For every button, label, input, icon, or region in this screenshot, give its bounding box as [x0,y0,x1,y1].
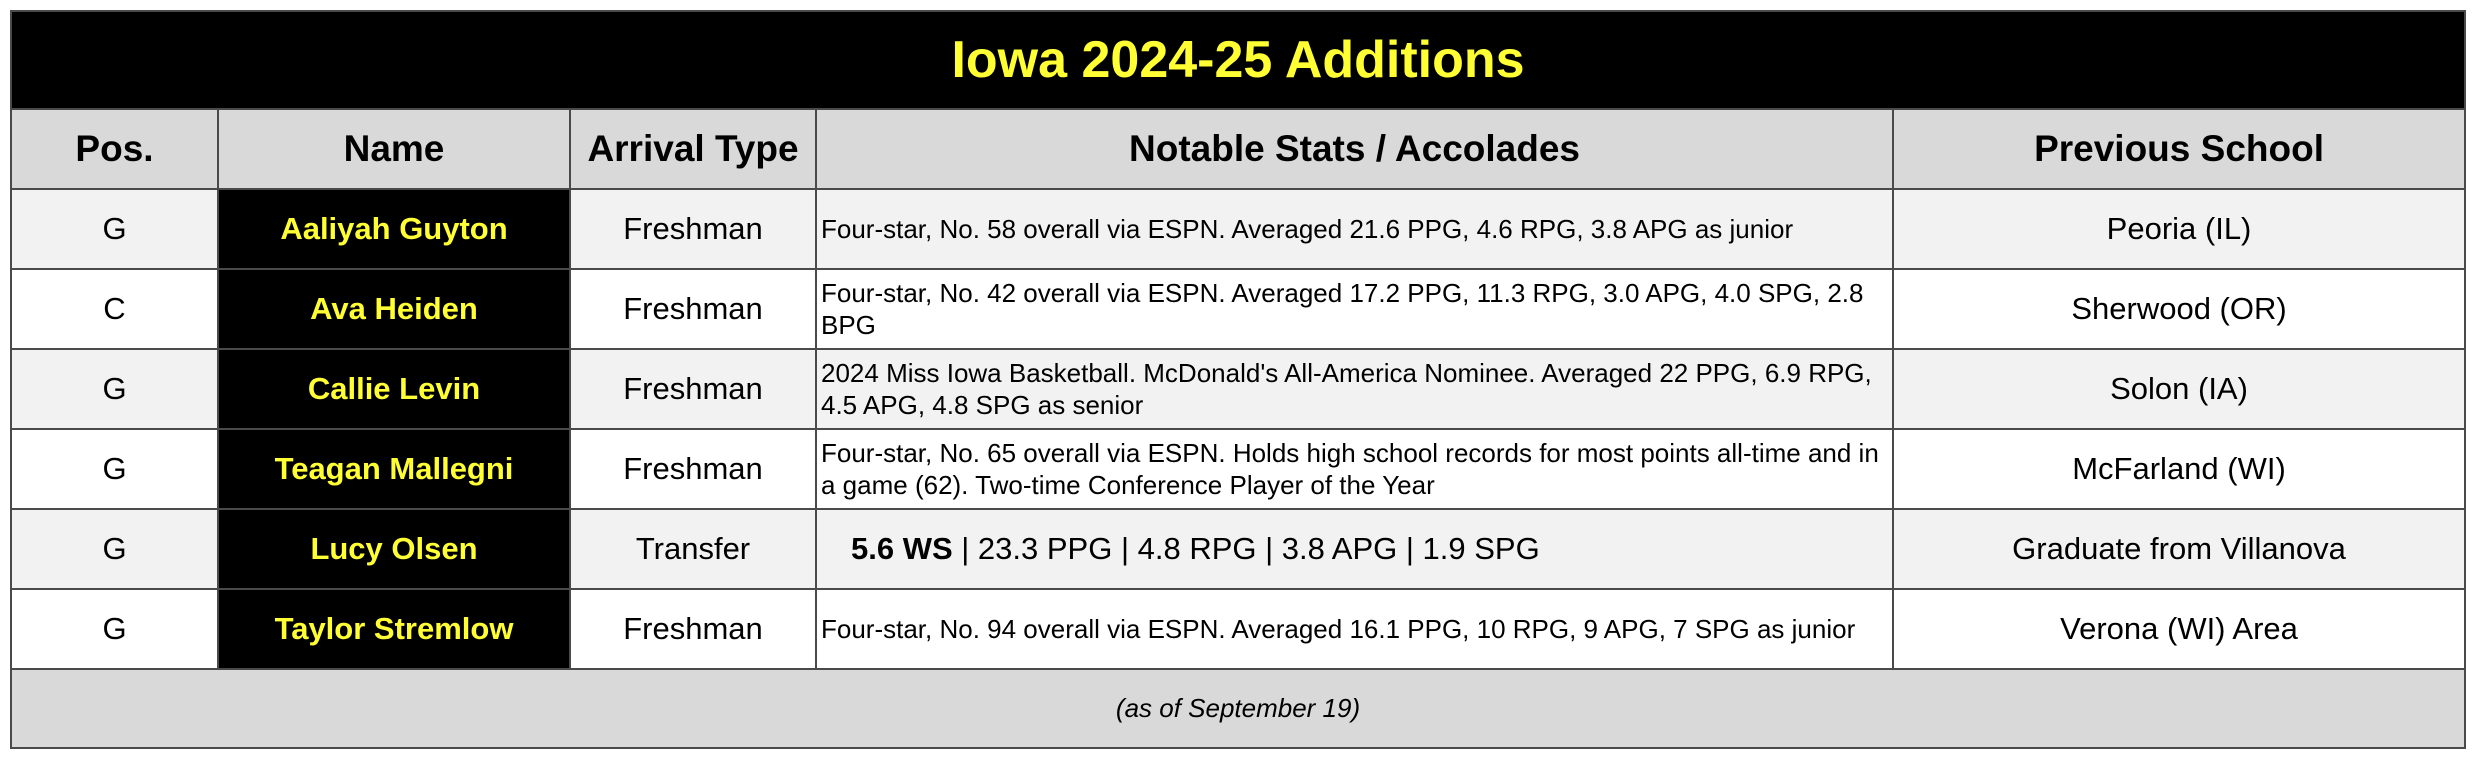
stat-line: | 23.3 PPG | 4.8 RPG | 3.8 APG | 1.9 SPG [952,531,1540,566]
cell-notable-stats: Four-star, No. 58 overall via ESPN. Aver… [815,188,1894,270]
table-row: G Teagan Mallegni Freshman Four-star, No… [10,428,2467,510]
cell-pos: G [10,588,219,670]
cell-notable-stats: 2024 Miss Iowa Basketball. McDonald's Al… [815,348,1894,430]
cell-notable-stats: Four-star, No. 65 overall via ESPN. Hold… [815,428,1894,510]
cell-name: Ava Heiden [217,268,571,350]
additions-table: Iowa 2024-25 Additions Pos. Name Arrival… [9,10,2467,749]
cell-arrival-type: Freshman [569,348,817,430]
additions-table-container: Iowa 2024-25 Additions Pos. Name Arrival… [9,10,2467,749]
table-row: G Callie Levin Freshman 2024 Miss Iowa B… [10,348,2467,430]
cell-previous-school: Solon (IA) [1891,348,2467,430]
cell-name: Callie Levin [217,348,571,430]
cell-previous-school: Graduate from Villanova [1891,508,2467,590]
header-previous-school: Previous School [1891,108,2467,190]
cell-pos: C [10,268,219,350]
win-shares-stat: 5.6 WS [851,531,953,566]
cell-notable-stats: Four-star, No. 42 overall via ESPN. Aver… [815,268,1894,350]
header-pos: Pos. [10,108,219,190]
cell-previous-school: Sherwood (OR) [1891,268,2467,350]
table-row: G Aaliyah Guyton Freshman Four-star, No.… [10,188,2467,270]
cell-arrival-type: Freshman [569,588,817,670]
cell-arrival-type: Freshman [569,268,817,350]
header-notable-stats: Notable Stats / Accolades [815,108,1894,190]
cell-previous-school: Verona (WI) Area [1891,588,2467,670]
table-row: G Lucy Olsen Transfer 5.6 WS | 23.3 PPG … [10,508,2467,590]
table-footer-note: (as of September 19) [9,668,2467,749]
cell-arrival-type: Freshman [569,428,817,510]
cell-pos: G [10,348,219,430]
cell-name: Taylor Stremlow [217,588,571,670]
cell-notable-stats: 5.6 WS | 23.3 PPG | 4.8 RPG | 3.8 APG | … [815,508,1894,590]
cell-arrival-type: Transfer [569,508,817,590]
cell-name: Teagan Mallegni [217,428,571,510]
cell-pos: G [10,508,219,590]
header-name: Name [217,108,571,190]
table-title: Iowa 2024-25 Additions [9,10,2467,110]
cell-previous-school: McFarland (WI) [1891,428,2467,510]
cell-name: Aaliyah Guyton [217,188,571,270]
table-row: G Taylor Stremlow Freshman Four-star, No… [10,588,2467,670]
cell-pos: G [10,188,219,270]
cell-arrival-type: Freshman [569,188,817,270]
cell-notable-stats: Four-star, No. 94 overall via ESPN. Aver… [815,588,1894,670]
cell-pos: G [10,428,219,510]
header-arrival-type: Arrival Type [569,108,817,190]
cell-name: Lucy Olsen [217,508,571,590]
table-row: C Ava Heiden Freshman Four-star, No. 42 … [10,268,2467,350]
cell-previous-school: Peoria (IL) [1891,188,2467,270]
